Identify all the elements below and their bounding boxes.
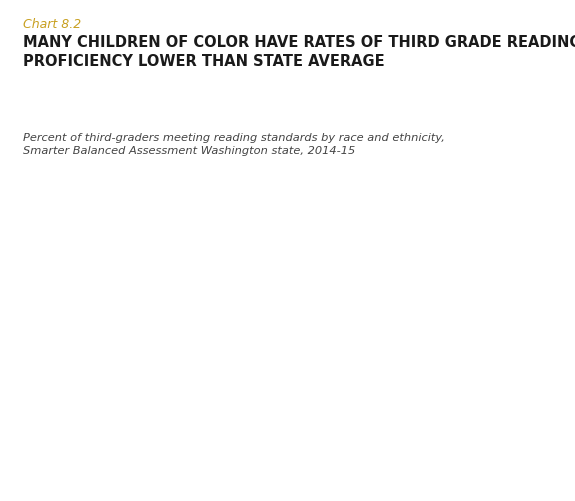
Text: 32%: 32% [403, 316, 431, 329]
Bar [452, 347, 485, 411]
Text: 60%: 60% [196, 247, 224, 260]
Text: Percent of third-graders meeting reading standards by race and ethnicity,
Smarte: Percent of third-graders meeting reading… [23, 133, 445, 156]
Text: 34%: 34% [351, 311, 379, 324]
Bar [245, 275, 278, 411]
Bar [141, 250, 175, 411]
Bar [297, 327, 330, 411]
Text: 34%: 34% [300, 311, 327, 324]
Text: 65%: 65% [144, 234, 172, 247]
Text: State Average: State Average [117, 266, 211, 279]
Text: 55%: 55% [247, 259, 276, 272]
Text: Chart 8.2: Chart 8.2 [23, 18, 81, 31]
Bar [90, 237, 123, 411]
Text: 52%: 52% [506, 276, 534, 289]
Bar [348, 327, 382, 411]
Bar [193, 263, 227, 411]
Text: 26%: 26% [455, 331, 482, 344]
Text: 70%: 70% [93, 222, 120, 235]
Text: MANY CHILDREN OF COLOR HAVE RATES OF THIRD GRADE READING
PROFICIENCY LOWER THAN : MANY CHILDREN OF COLOR HAVE RATES OF THI… [23, 35, 575, 69]
Bar [400, 332, 434, 411]
